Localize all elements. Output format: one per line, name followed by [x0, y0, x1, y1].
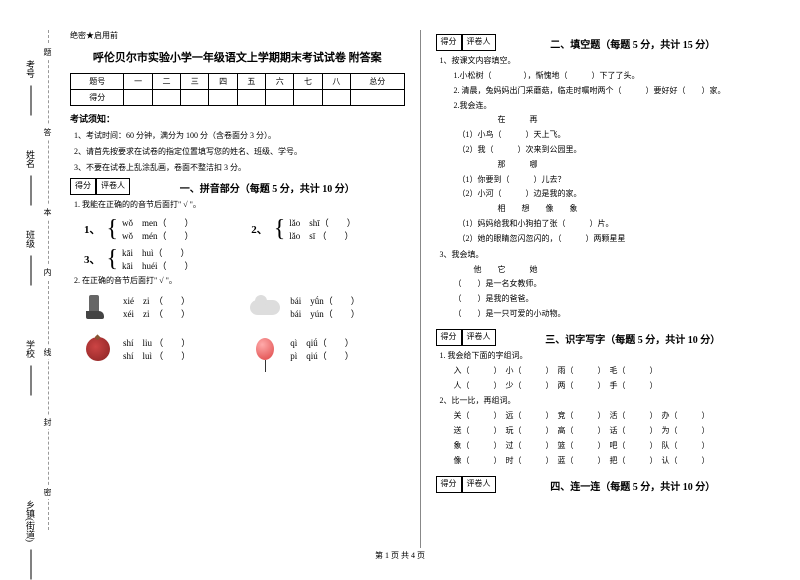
section-header-1: 得分 评卷人 一、拼音部分（每题 5 分，共计 10 分） — [70, 178, 405, 195]
left-column: 绝密★启用前 呼伦贝尔市实验小学一年级语文上学期期末考试试卷 附答案 题号一二三… — [60, 30, 415, 548]
section-header-4: 得分 评卷人 四、连一连（每题 5 分，共计 10 分） — [436, 476, 771, 493]
column-divider — [420, 30, 421, 548]
fill-blank: 2. 清晨，兔妈妈出门采蘑菇，临走时嘱咐两个（ ）要好好（ ）家。 — [454, 85, 771, 98]
right-column: 得分 评卷人 二、填空题（每题 5 分，共计 15 分） 1、按课文内容填空。 … — [426, 30, 781, 548]
seal-line — [48, 30, 49, 530]
sidebar-field-examid: 考号 — [8, 60, 53, 103]
fill-blank: （1）小鸟（ ）天上飞。 — [454, 129, 771, 142]
seal-text: 答 — [42, 125, 53, 139]
page-content: 绝密★启用前 呼伦贝尔市实验小学一年级语文上学期期末考试试卷 附答案 题号一二三… — [0, 0, 800, 548]
notice-item: 2、请首先按要求在试卷的指定位置填写您的姓名、班级、学号。 — [74, 146, 405, 159]
binding-sidebar: 考号 姓名 班级 学校 乡镇(街道) — [8, 30, 53, 530]
section-header-3: 得分 评卷人 三、识字写字（每题 5 分，共计 10 分） — [436, 329, 771, 346]
image-question: qì qiǘ（ ）pì qiú（ ） — [247, 334, 404, 364]
pinyin-option: 2、 { lǎo shī（ ）lǎo sī （ ） — [251, 216, 404, 242]
seal-text: 线 — [42, 345, 53, 359]
fill-blank: 2.我会连。 — [454, 100, 771, 113]
fill-blank: 在 再 — [466, 114, 771, 127]
word-group: 送（ ） 玩（ ） 高（ ） 话（ ） 为（ ） — [454, 425, 771, 438]
seal-text: 本 — [42, 205, 53, 219]
sidebar-field-name: 姓名 — [8, 150, 53, 193]
image-question: shí liu （ ）shí luì （ ） — [80, 334, 237, 364]
pomegranate-icon — [80, 334, 115, 364]
score-table: 题号一二三四五六七八总分 得分 — [70, 73, 405, 106]
word-group: 像（ ） 时（ ） 蓝（ ） 把（ ） 认（ ） — [454, 455, 771, 468]
secret-label: 绝密★启用前 — [70, 30, 405, 41]
question-text: 2. 在正确的音节后面打" √ "。 — [74, 275, 405, 287]
notice-title: 考试须知： — [70, 112, 405, 125]
fill-blank: （ ）是一只可爱的小动物。 — [454, 308, 771, 321]
seal-text: 题 — [42, 45, 53, 59]
question-text: 3、我会填。 — [440, 249, 771, 261]
fill-blank: （1）你要到（ ）儿去？ — [454, 174, 771, 187]
fill-blank: （2）我（ ）次来到公园里。 — [454, 144, 771, 157]
pinyin-option: 1、 { wǒ men（ ）wǒ mén（ ） — [84, 216, 237, 242]
seal-text: 内 — [42, 265, 53, 279]
notice-item: 1、考试时间：60 分钟，满分为 100 分（含卷面分 3 分）。 — [74, 130, 405, 143]
fill-blank: 1.小松树（ ），惭愧地（ ）下了了头。 — [454, 70, 771, 83]
fill-blank: 相 想 像 象 — [466, 203, 771, 216]
table-row: 得分 — [71, 90, 405, 106]
word-group: 人（ ） 少（ ） 两（ ） 手（ ） — [454, 380, 771, 393]
word-group: 关（ ） 远（ ） 竞（ ） 活（ ） 办（ ） — [454, 410, 771, 423]
section-title: 二、填空题（每题 5 分，共计 15 分） — [496, 34, 771, 51]
pinyin-option: 3、 { kāi huì（ ）kāi huéi（ ） — [84, 246, 405, 272]
fill-blank: （ ）是我的爸爸。 — [454, 293, 771, 306]
section-title: 一、拼音部分（每题 5 分，共计 10 分） — [130, 178, 405, 195]
image-question: bái yǘn（ ）bái yún（ ） — [247, 292, 404, 322]
question-text: 1. 我能在正确的的音节后面打" √ "。 — [74, 199, 405, 211]
section-header-2: 得分 评卷人 二、填空题（每题 5 分，共计 15 分） — [436, 34, 771, 51]
fill-blank: （2）小河（ ）边是我的家。 — [454, 188, 771, 201]
boot-icon — [80, 292, 115, 322]
fill-blank: （1）妈妈给我和小狗拍了张（ ）片。 — [454, 218, 771, 231]
section-title: 四、连一连（每题 5 分，共计 10 分） — [496, 476, 771, 493]
fill-blank: （ ）是一名女教师。 — [454, 278, 771, 291]
exam-title: 呼伦贝尔市实验小学一年级语文上学期期末考试试卷 附答案 — [70, 49, 405, 65]
word-group: 入（ ） 小（ ） 雨（ ） 毛（ ） — [454, 365, 771, 378]
cloud-icon — [247, 292, 282, 322]
question-text: 1、按课文内容填空。 — [440, 55, 771, 67]
notice-item: 3、不要在试卷上乱涂乱画，卷面不整洁扣 3 分。 — [74, 162, 405, 175]
fill-blank: 他 它 她 — [466, 264, 771, 277]
question-text: 1. 我会给下面的字组词。 — [440, 350, 771, 362]
table-row: 题号一二三四五六七八总分 — [71, 74, 405, 90]
page-footer: 第 1 页 共 4 页 — [0, 550, 800, 561]
fill-blank: （2）她的眼睛忽闪忽闪的，（ ）两颗星星 — [454, 233, 771, 246]
fill-blank: 那 哪 — [466, 159, 771, 172]
word-group: 象（ ） 过（ ） 篮（ ） 吧（ ） 队（ ） — [454, 440, 771, 453]
balloon-icon — [247, 334, 282, 364]
question-text: 2、比一比，再组词。 — [440, 395, 771, 407]
seal-text: 密 — [42, 485, 53, 499]
image-question: xié zi （ ）xéi zi （ ） — [80, 292, 237, 322]
seal-text: 封 — [42, 415, 53, 429]
section-title: 三、识字写字（每题 5 分，共计 10 分） — [496, 329, 771, 346]
